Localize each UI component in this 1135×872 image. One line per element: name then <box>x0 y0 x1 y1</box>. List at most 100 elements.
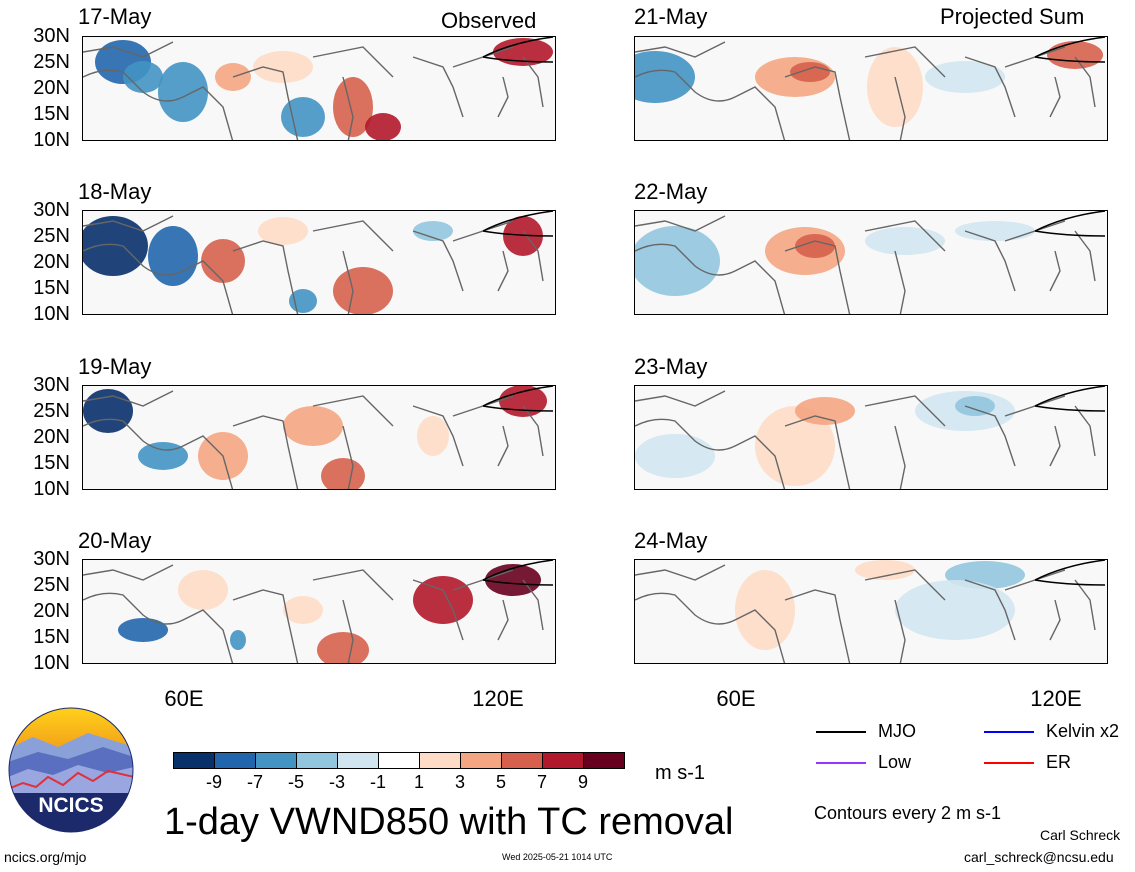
date-label: 22-May <box>634 179 708 204</box>
colorbar-label: -5 <box>287 772 304 792</box>
y-tick-label: 30N <box>33 199 70 221</box>
y-tick-label: 15N <box>33 277 70 299</box>
colorbar-swatch <box>583 752 625 769</box>
x-tick-label: 60E <box>164 686 204 711</box>
y-tick-label: 20N <box>33 251 70 273</box>
colorbar-label: -7 <box>246 772 263 792</box>
colorbar-label: 5 <box>495 772 506 792</box>
date-label: 24-May <box>634 528 708 553</box>
colorbar-label: 1 <box>413 772 424 792</box>
map-panel-observed-2 <box>82 210 556 315</box>
legend-mjo-line <box>816 731 866 733</box>
site-link[interactable]: ncics.org/mjo <box>4 849 87 865</box>
colorbar-swatch <box>173 752 215 769</box>
wind-anomaly-region <box>867 47 923 127</box>
mjo-contour <box>1034 386 1106 412</box>
email: carl_schreck@ncsu.edu <box>964 849 1114 865</box>
legend-kelvin-line <box>984 731 1034 733</box>
wind-anomaly-region <box>333 267 393 314</box>
author: Carl Schreck <box>1040 827 1121 843</box>
wind-anomaly-region <box>321 458 365 489</box>
y-tick-label: 25N <box>33 51 70 73</box>
wind-anomaly-region <box>413 221 453 241</box>
colorbar-swatch <box>214 752 256 769</box>
mjo-contour <box>1034 560 1106 586</box>
legend-kelvin-label: Kelvin x2 <box>1046 721 1120 741</box>
timestamp: Wed 2025-05-21 1014 UTC <box>502 852 613 862</box>
colorbar-label: -1 <box>369 772 386 792</box>
y-tick-label: 25N <box>33 225 70 247</box>
wind-anomaly-region <box>735 570 795 650</box>
wind-anomaly-region <box>281 97 325 137</box>
wind-anomaly-region <box>855 560 915 580</box>
colorbar-swatch <box>542 752 584 769</box>
mjo-contour <box>482 37 554 63</box>
wind-anomaly-region <box>230 630 246 650</box>
map-panel-projected-2 <box>634 210 1108 315</box>
column-title-projected: Projected Sum <box>940 4 1085 29</box>
wind-anomaly-region <box>1047 41 1103 69</box>
wind-anomaly-region <box>83 216 148 276</box>
mjo-contour <box>1034 211 1106 237</box>
wind-anomaly-region <box>493 38 553 66</box>
x-tick-label: 120E <box>472 686 524 711</box>
colorbar-swatch <box>255 752 297 769</box>
svg-text:NCICS: NCICS <box>38 794 103 817</box>
wind-anomaly-region <box>790 62 830 82</box>
colorbar-swatch <box>378 752 420 769</box>
wind-anomaly-region <box>138 442 188 470</box>
wind-anomaly-region <box>499 386 547 417</box>
y-tick-label: 30N <box>33 548 70 570</box>
wind-anomaly-region <box>283 406 343 446</box>
wind-anomaly-region <box>485 564 541 596</box>
y-tick-label: 10N <box>33 478 70 500</box>
wind-anomaly-region <box>795 234 835 258</box>
y-tick-label: 30N <box>33 374 70 396</box>
legend-mjo-label: MJO <box>878 721 916 741</box>
y-tick-label: 25N <box>33 574 70 596</box>
wind-anomaly-region <box>865 227 945 255</box>
y-tick-label: 20N <box>33 77 70 99</box>
wind-anomaly-region <box>955 396 995 416</box>
colorbar-swatch <box>460 752 502 769</box>
y-tick-label: 10N <box>33 129 70 151</box>
wind-anomaly-region <box>253 51 313 83</box>
y-tick-label: 15N <box>33 103 70 125</box>
wind-anomaly-region <box>258 217 308 245</box>
y-tick-label: 20N <box>33 600 70 622</box>
wind-anomaly-region <box>955 221 1035 241</box>
colorbar-swatch <box>296 752 338 769</box>
map-panel-observed-1 <box>82 36 556 141</box>
y-tick-label: 25N <box>33 400 70 422</box>
colorbar-swatch <box>419 752 461 769</box>
x-tick-label: 60E <box>716 686 756 711</box>
units-label: m s-1 <box>655 762 705 784</box>
mjo-contour <box>482 211 554 237</box>
date-label: 20-May <box>78 528 152 553</box>
x-tick-label: 120E <box>1030 686 1082 711</box>
wind-anomaly-region <box>123 61 163 93</box>
y-tick-label: 20N <box>33 426 70 448</box>
wind-anomaly-region <box>317 632 369 663</box>
wind-anomaly-region <box>925 61 1005 93</box>
chart-title: 1-day VWND850 with TC removal <box>164 801 734 843</box>
date-label: 17-May <box>78 4 152 29</box>
date-label: 23-May <box>634 354 708 379</box>
wind-anomaly-region <box>755 406 835 486</box>
wind-anomaly-region <box>895 580 1015 640</box>
wind-anomaly-region <box>417 416 449 456</box>
legend-er-label: ER <box>1046 752 1072 772</box>
y-tick-label: 30N <box>33 25 70 47</box>
wind-anomaly-region <box>283 596 323 624</box>
date-label: 18-May <box>78 179 152 204</box>
wind-anomaly-region <box>178 570 228 610</box>
wind-anomaly-region <box>503 216 543 256</box>
mjo-contour <box>482 560 554 586</box>
mjo-contour <box>482 386 554 412</box>
wind-anomaly-region <box>158 62 208 122</box>
y-tick-label: 10N <box>33 303 70 325</box>
date-label: 19-May <box>78 354 152 379</box>
y-tick-label: 10N <box>33 652 70 674</box>
date-label: 21-May <box>634 4 708 29</box>
mjo-contour <box>1034 37 1106 63</box>
